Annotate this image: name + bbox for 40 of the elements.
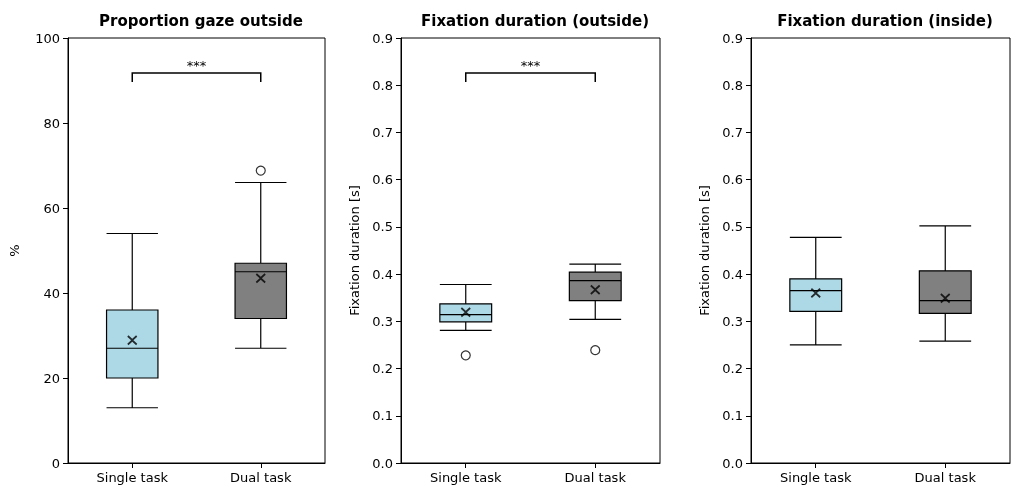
x-tick-label: Single task	[96, 470, 169, 485]
x-tick-label: Single task	[430, 470, 502, 485]
y-tick-label: 0.9	[722, 30, 743, 46]
y-tick-label: 0.7	[722, 124, 743, 140]
y-tick-label: 80	[43, 115, 60, 131]
y-tick-label: 0.8	[722, 77, 743, 93]
x-tick-label: Dual task	[564, 470, 627, 485]
y-tick-label: 0.4	[372, 266, 393, 282]
y-axis-title: Fixation duration [s]	[347, 185, 362, 316]
annotation: ***	[520, 58, 541, 73]
y-tick-label: 0.5	[722, 219, 743, 235]
y-tick-label: 0.3	[722, 313, 743, 329]
y-tick-label: 0.0	[722, 455, 743, 471]
y-tick-label: 0.1	[722, 408, 743, 424]
chart-title: Fixation duration (inside)	[777, 11, 993, 30]
y-tick-label: 0	[51, 455, 60, 471]
y-tick-label: 0.2	[372, 361, 393, 377]
x-tick-label: Single task	[780, 470, 852, 485]
y-tick-label: 0.6	[722, 172, 743, 188]
x-tick-label: Dual task	[914, 470, 977, 485]
y-tick-label: 0.7	[372, 124, 393, 140]
y-tick-label: 0.2	[722, 361, 743, 377]
x-tick-label: Dual task	[230, 470, 292, 485]
y-tick-label: 0.8	[372, 77, 393, 93]
y-tick-label: 40	[43, 285, 60, 301]
y-tick-label: 0.6	[372, 172, 393, 188]
y-tick-label: 100	[35, 30, 60, 46]
y-tick-label: 0.4	[722, 266, 743, 282]
chart-title: Proportion gaze outside	[99, 11, 303, 30]
y-tick-label: 0.1	[372, 408, 393, 424]
y-axis-title: Fixation duration [s]	[697, 185, 712, 316]
y-tick-label: 0.5	[372, 219, 393, 235]
annotation: ***	[186, 58, 207, 73]
y-axis-title: %	[7, 244, 22, 257]
y-tick-label: 20	[43, 370, 60, 386]
y-tick-label: 60	[43, 200, 60, 216]
chart-title: Fixation duration (outside)	[420, 11, 650, 30]
y-tick-label: 0.9	[372, 30, 393, 46]
y-tick-label: 0.0	[372, 455, 393, 471]
y-tick-label: 0.3	[372, 313, 393, 329]
